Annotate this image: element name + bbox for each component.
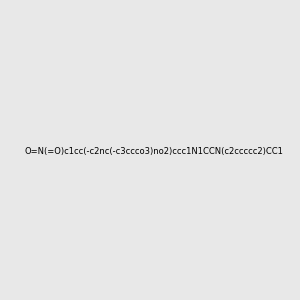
Text: O=N(=O)c1cc(-c2nc(-c3ccco3)no2)ccc1N1CCN(c2ccccc2)CC1: O=N(=O)c1cc(-c2nc(-c3ccco3)no2)ccc1N1CCN… <box>24 147 283 156</box>
